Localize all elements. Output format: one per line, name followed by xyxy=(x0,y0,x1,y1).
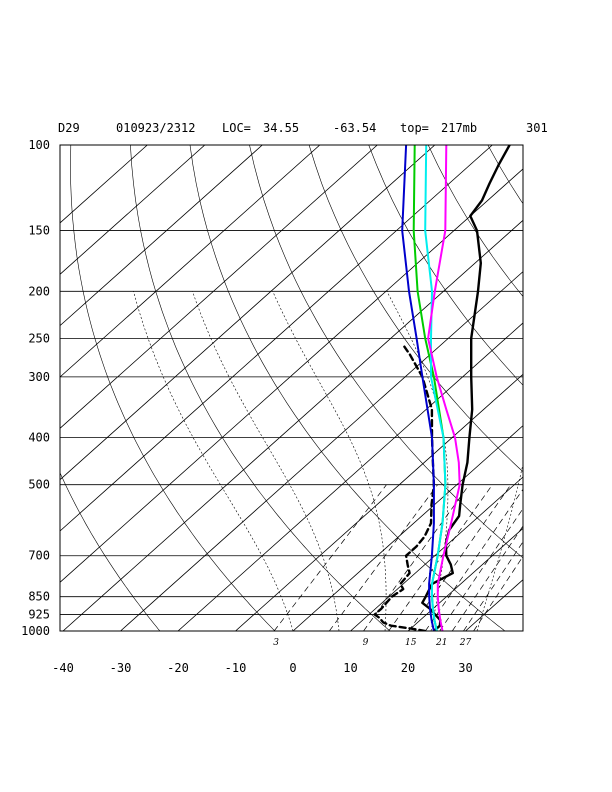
header-latitude: 34.55 xyxy=(263,121,299,135)
isotherm-line xyxy=(120,271,523,631)
plot-frame xyxy=(59,144,524,632)
pressure-tick-label: 200 xyxy=(28,284,50,298)
profile-trace xyxy=(427,145,461,631)
isotherm-line xyxy=(235,373,523,631)
mixing-ratio-line xyxy=(473,555,523,631)
pressure-tick-label: 850 xyxy=(28,590,50,604)
dry-adiabat-line xyxy=(487,145,523,205)
mixing-ratio-label: 15 xyxy=(405,638,417,648)
profile-trace xyxy=(424,145,447,631)
profile-trace xyxy=(401,145,435,631)
dry-adiabat-line xyxy=(607,145,612,631)
isotherm-line xyxy=(62,219,523,631)
chart-header: D29 010923/2312 LOC= 34.55 -63.54 top= 2… xyxy=(58,121,548,135)
isotherm-line xyxy=(60,145,321,378)
mixing-ratio-line xyxy=(329,484,438,631)
pressure-tick-label: 150 xyxy=(28,224,50,238)
temperature-tick-label: 0 xyxy=(289,661,296,675)
pressure-tick-label: 700 xyxy=(28,549,50,563)
mixing-ratio-label: 21 xyxy=(435,638,447,648)
temperature-tick-label: -30 xyxy=(110,661,132,675)
pressure-tick-label: 925 xyxy=(28,608,50,622)
temperature-tick-label: -20 xyxy=(167,661,189,675)
mixing-ratio-line xyxy=(463,541,523,631)
moist-adiabat-line xyxy=(386,291,449,631)
header-datetime: 010923/2312 xyxy=(116,121,195,135)
header-top-label: top= xyxy=(400,121,429,135)
mixing-ratio-line xyxy=(273,484,387,631)
isotherm-line xyxy=(407,527,523,631)
header-longitude: -63.54 xyxy=(333,121,376,135)
isotherm-line xyxy=(60,145,378,429)
dry-adiabat-line xyxy=(427,145,523,297)
moist-adiabat-line xyxy=(272,291,387,631)
dry-adiabat-line xyxy=(547,145,612,631)
moist-adiabat-line xyxy=(133,291,294,631)
moist-adiabat-line xyxy=(192,291,340,631)
isotherm-line xyxy=(60,145,263,327)
isotherm-line xyxy=(60,145,493,532)
isotherm-line xyxy=(60,145,206,275)
mixing-ratio-line xyxy=(451,525,523,631)
isotherm-line xyxy=(350,476,523,631)
pressure-tick-label: 500 xyxy=(28,478,50,492)
header-station: D29 xyxy=(58,121,80,135)
temperature-tick-label: 20 xyxy=(401,661,415,675)
mixing-ratio-label: 9 xyxy=(363,638,369,648)
isotherm-line xyxy=(581,145,612,631)
isotherm-line xyxy=(292,425,523,631)
pressure-tick-label: 100 xyxy=(28,138,50,152)
temperature-tick-label: -10 xyxy=(225,661,247,675)
mixing-ratio-label: 3 xyxy=(273,638,279,648)
header-top-value: 217mb xyxy=(441,121,477,135)
isotherm-line xyxy=(60,145,148,224)
sounding-traces xyxy=(373,145,511,631)
isotherm-line xyxy=(465,579,523,631)
temperature-trace xyxy=(421,145,511,631)
mixing-ratio-line xyxy=(363,484,470,631)
dry-adiabat-line xyxy=(308,145,523,473)
temperature-tick-label: 10 xyxy=(343,661,357,675)
isotherm-line xyxy=(522,630,523,631)
pressure-tick-label: 400 xyxy=(28,431,50,445)
mixing-ratio-label: 27 xyxy=(459,638,472,648)
moist-adiabat-line xyxy=(476,462,523,631)
mixing-ratio-line xyxy=(425,488,523,631)
temperature-tick-label: 30 xyxy=(458,661,472,675)
header-code: 301 xyxy=(526,121,548,135)
dry-adiabat-line xyxy=(189,145,506,631)
dry-adiabat-line xyxy=(70,145,276,631)
dry-adiabat-line xyxy=(368,145,523,386)
background-lines xyxy=(60,145,612,631)
header-loc-label: LOC= xyxy=(222,121,251,135)
pressure-tick-label: 300 xyxy=(28,370,50,384)
isotherm-line xyxy=(177,322,523,631)
temperature-tick-label: -40 xyxy=(52,661,74,675)
pressure-tick-label: 250 xyxy=(28,331,50,345)
pressure-tick-label: 1000 xyxy=(21,624,50,638)
isotherm-line xyxy=(60,145,436,481)
isobar-lines xyxy=(60,144,523,632)
